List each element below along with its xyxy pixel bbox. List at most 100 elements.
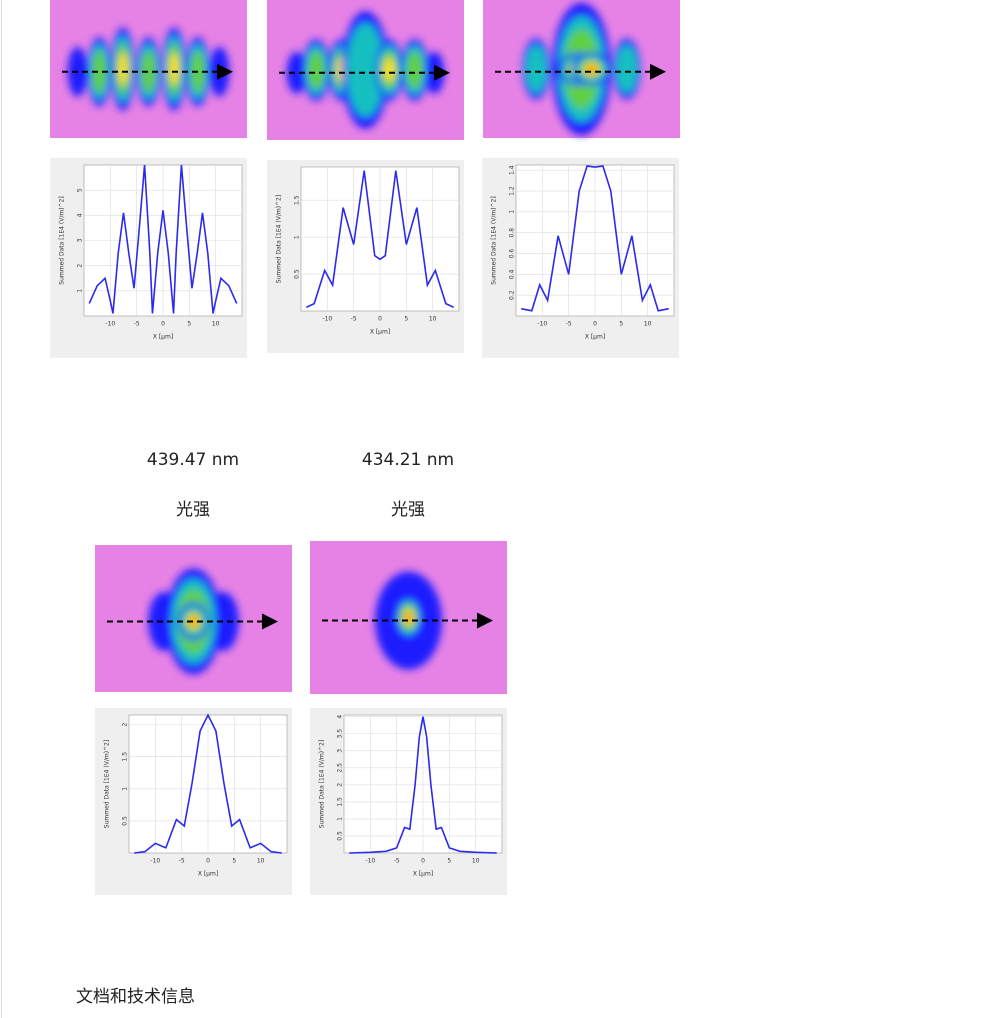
x-tick-label: 5 — [404, 316, 408, 323]
x-axis-label: X [μm] — [585, 334, 605, 341]
y-tick-label: 1 — [294, 235, 301, 239]
field-blobs — [375, 571, 442, 670]
y-tick-label: 0.5 — [294, 269, 301, 279]
x-tick-label: -10 — [150, 858, 160, 865]
x-axis-label: X [μm] — [198, 871, 218, 878]
field-image — [310, 541, 507, 694]
field-lobe — [525, 44, 548, 94]
y-tick-label: 2.5 — [337, 763, 344, 773]
y-tick-label: 3 — [77, 238, 84, 242]
data-line — [521, 165, 669, 312]
x-tick-label: -5 — [134, 321, 140, 328]
field-lobe — [587, 65, 596, 73]
x-tick-label: 10 — [257, 858, 265, 865]
y-tick-label: 2 — [122, 723, 129, 727]
field-lobe — [92, 51, 107, 93]
x-tick-label: 5 — [232, 858, 236, 865]
y-tick-label: 3 — [337, 749, 344, 753]
wavelength-caption: 439.47 nm — [147, 450, 239, 470]
chart: -10 -5 0 5 10 1 2 3 4 5 X [μm] Summed Data [1E4 (V/… — [50, 158, 247, 358]
y-axis-label: Summed Data [1E4 (V/m)^2] — [319, 740, 326, 828]
chart: -10 -5 0 5 10 0.5 1 1.5 2 2.5 3 3.5 4 X [μm] Summed Da… — [310, 708, 507, 895]
x-axis-label: X [μm] — [413, 871, 433, 878]
y-tick-label: 2 — [337, 783, 344, 787]
field-lobe — [169, 52, 179, 86]
y-tick-label: 0.4 — [509, 269, 516, 279]
y-tick-label: 0.6 — [509, 249, 516, 259]
y-tick-label: 0.2 — [509, 290, 516, 300]
y-tick-label: 4 — [77, 213, 84, 217]
chart: -10 -5 0 5 10 0.5 1 1.5 X [μm] Summed Data [1E4 (… — [267, 160, 464, 353]
y-tick-label: 2 — [77, 264, 84, 268]
intensity-caption: 光强 — [176, 500, 210, 520]
y-tick-label: 1.5 — [337, 797, 344, 807]
y-tick-label: 0.5 — [122, 816, 129, 826]
field-blobs — [67, 27, 230, 111]
x-tick-label: -5 — [566, 321, 572, 328]
x-tick-label: 10 — [429, 316, 437, 323]
field-blobs — [286, 11, 445, 129]
field-image — [267, 0, 464, 140]
field-lobe — [307, 51, 325, 89]
y-tick-label: 0.5 — [337, 831, 344, 841]
x-tick-label: 0 — [593, 321, 597, 328]
field-lobe — [190, 617, 197, 626]
chart: -10 -5 0 5 10 0.2 0.4 0.6 0.8 1 1.2 1.4 X [μm] Summed… — [482, 158, 679, 358]
x-tick-label: 5 — [447, 858, 451, 865]
y-tick-label: 1 — [122, 787, 129, 791]
y-tick-label: 1.5 — [122, 752, 129, 762]
y-tick-label: 5 — [77, 188, 84, 192]
x-tick-label: 10 — [212, 321, 220, 328]
x-axis-label: X [μm] — [153, 334, 173, 341]
y-axis-label: Summed Data [1E4 (V/m)^2] — [104, 740, 111, 828]
chart: -10 -5 0 5 10 0.5 1 1.5 2 X [μm] Summed Data [1E4 … — [95, 708, 292, 895]
field-image — [95, 545, 292, 692]
field-image — [483, 0, 680, 138]
data-line — [134, 713, 282, 854]
x-tick-label: 0 — [421, 858, 425, 865]
x-tick-label: -10 — [322, 316, 332, 323]
x-tick-label: 0 — [206, 858, 210, 865]
wavelength-caption: 434.21 nm — [362, 450, 454, 470]
y-axis-label: Summed Data [1E4 (V/m)^2] — [59, 196, 66, 284]
field-lobe — [383, 57, 395, 83]
y-tick-label: 3.5 — [337, 729, 344, 739]
x-tick-label: -10 — [365, 858, 375, 865]
x-axis-label: X [μm] — [370, 329, 390, 336]
y-tick-label: 1 — [77, 289, 84, 293]
x-tick-label: -10 — [105, 321, 115, 328]
field-lobe — [118, 52, 128, 86]
x-tick-label: 10 — [472, 858, 480, 865]
y-tick-label: 1 — [509, 210, 516, 214]
x-tick-label: 0 — [161, 321, 165, 328]
x-tick-label: -5 — [394, 858, 400, 865]
y-tick-label: 0.8 — [509, 228, 516, 238]
data-line — [88, 164, 238, 314]
field-lobe — [346, 22, 385, 118]
y-tick-label: 4 — [337, 715, 344, 719]
x-tick-label: 5 — [187, 321, 191, 328]
data-line — [305, 170, 455, 309]
field-image — [50, 0, 247, 138]
x-tick-label: -5 — [179, 858, 185, 865]
x-tick-label: 10 — [644, 321, 652, 328]
x-tick-label: 5 — [619, 321, 623, 328]
field-lobe — [615, 44, 638, 94]
field-blobs — [522, 2, 641, 136]
x-tick-label: -5 — [351, 316, 357, 323]
field-lobe — [406, 51, 424, 89]
x-tick-label: -10 — [537, 321, 547, 328]
field-blobs — [148, 568, 239, 675]
y-tick-label: 1.4 — [509, 165, 516, 175]
y-tick-label: 1.2 — [509, 186, 516, 196]
data-line — [349, 716, 497, 854]
y-tick-label: 1.5 — [294, 195, 301, 205]
footer-text: 文档和技术信息 — [76, 987, 195, 1007]
field-lobe — [286, 51, 307, 94]
x-tick-label: 0 — [378, 316, 382, 323]
field-lobe — [141, 51, 156, 93]
y-tick-label: 1 — [337, 817, 344, 821]
y-axis-label: Summed Data [1E4 (V/m)^2] — [491, 196, 498, 284]
intensity-caption: 光强 — [391, 500, 425, 520]
